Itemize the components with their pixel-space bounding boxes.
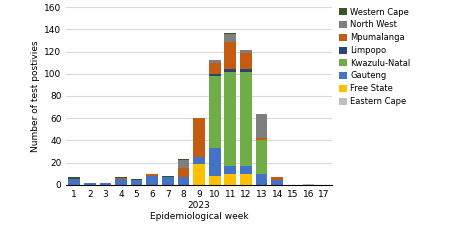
Bar bbox=[146, 174, 158, 176]
Bar bbox=[178, 168, 189, 177]
Bar bbox=[178, 177, 189, 185]
Bar bbox=[209, 63, 220, 74]
Y-axis label: Number of test postivies: Number of test postivies bbox=[31, 40, 40, 152]
Bar bbox=[209, 60, 220, 63]
Bar bbox=[255, 138, 267, 140]
Bar bbox=[84, 183, 96, 185]
Bar bbox=[100, 183, 111, 185]
Bar bbox=[240, 174, 252, 185]
Bar bbox=[68, 179, 80, 185]
Bar bbox=[68, 177, 80, 179]
Bar bbox=[240, 72, 252, 166]
Bar bbox=[225, 34, 236, 41]
X-axis label: 2023
Epidemiological week: 2023 Epidemiological week bbox=[150, 201, 248, 221]
Bar bbox=[209, 176, 220, 185]
Bar bbox=[146, 176, 158, 185]
Bar bbox=[255, 140, 267, 174]
Bar bbox=[225, 166, 236, 174]
Bar bbox=[162, 176, 173, 177]
Bar bbox=[225, 174, 236, 185]
Bar bbox=[193, 118, 205, 157]
Bar bbox=[115, 179, 127, 185]
Bar bbox=[209, 76, 220, 148]
Bar bbox=[225, 69, 236, 72]
Bar bbox=[271, 177, 283, 180]
Bar bbox=[193, 157, 205, 164]
Bar bbox=[302, 184, 314, 185]
Bar bbox=[255, 114, 267, 138]
Bar bbox=[225, 41, 236, 69]
Bar bbox=[115, 177, 127, 178]
Bar bbox=[240, 53, 252, 69]
Bar bbox=[178, 160, 189, 168]
Bar bbox=[240, 50, 252, 53]
Bar bbox=[193, 164, 205, 185]
Bar bbox=[131, 180, 143, 185]
Bar bbox=[255, 174, 267, 185]
Bar bbox=[131, 179, 143, 180]
Bar bbox=[209, 74, 220, 76]
Bar bbox=[162, 177, 173, 185]
Legend: Western Cape, North West, Mpumalanga, Limpopo, Kwazulu-Natal, Gauteng, Free Stat: Western Cape, North West, Mpumalanga, Li… bbox=[338, 8, 410, 106]
Bar bbox=[225, 72, 236, 166]
Bar bbox=[209, 148, 220, 176]
Bar bbox=[225, 33, 236, 34]
Bar bbox=[271, 180, 283, 185]
Bar bbox=[240, 69, 252, 72]
Bar bbox=[240, 166, 252, 174]
Bar bbox=[115, 178, 127, 179]
Bar bbox=[178, 159, 189, 160]
